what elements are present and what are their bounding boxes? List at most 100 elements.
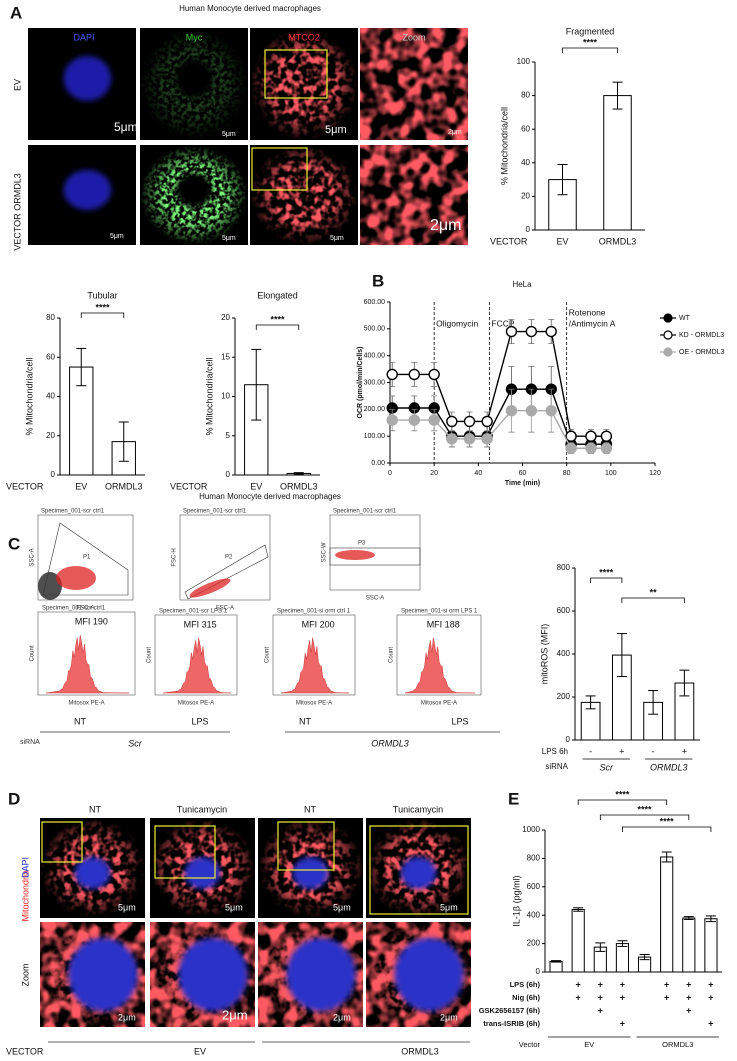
- significance-label: ****: [583, 37, 598, 47]
- y-tick-label: 200: [527, 939, 541, 948]
- bar: [571, 909, 585, 973]
- y-tick-label: 200: [557, 692, 571, 701]
- y-axis-label: OCR (pmol/min/Cells): [357, 347, 364, 419]
- condition-sign: +: [576, 979, 581, 989]
- row-label: GSK2656157 (6h): [479, 1006, 541, 1015]
- scale-bar-label: 5μm: [222, 131, 236, 138]
- y-tick-label: 40: [46, 392, 55, 401]
- annotation: Oligomycin: [436, 318, 478, 328]
- x-tick-label: -: [589, 746, 592, 756]
- stain: [250, 28, 358, 140]
- stain-texture: [360, 28, 468, 140]
- significance-bracket: [622, 826, 712, 832]
- stain-label: DAPI: [20, 857, 30, 878]
- mfi-label: MFI 188: [427, 619, 460, 629]
- micrograph-grid: [28, 28, 468, 245]
- axis-label: Count: [265, 647, 271, 663]
- marker: [545, 325, 557, 338]
- stain-label: Mitochondria: [20, 870, 30, 922]
- row-label: trans-ISRIB (6h): [483, 1019, 540, 1028]
- gate: [42, 522, 129, 596]
- x-tick-label: ORMDL3: [105, 481, 143, 491]
- plot-title: Specimen_001-scr ctrl1: [41, 509, 105, 515]
- condition-sign: +: [598, 979, 603, 989]
- condition-sign: +: [686, 979, 691, 989]
- significance-label: ****: [615, 789, 630, 799]
- plot-title: Specimen_001-scr ctrl1: [333, 509, 397, 515]
- y-tick-label: 500.00: [364, 326, 386, 333]
- y-tick-label: 0: [526, 225, 531, 234]
- y-tick-label: 800: [527, 854, 541, 863]
- y-tick-label: 80: [521, 91, 530, 100]
- axis-label: SSC-A: [366, 596, 384, 602]
- condition-sign: +: [576, 992, 581, 1002]
- significance-label: **: [650, 587, 658, 597]
- column-label: Tunicamycin: [393, 804, 443, 814]
- column-label: MTCO2: [288, 32, 320, 42]
- marker: [428, 368, 440, 381]
- plot-title: Specimen_001-si orm LPS 1: [401, 609, 478, 615]
- legend-marker: [663, 347, 673, 357]
- zoom-label: Zoom: [20, 963, 30, 986]
- significance-bracket: [255, 324, 300, 330]
- y-tick-label: 60: [521, 124, 530, 133]
- stain-texture: [360, 145, 468, 245]
- x-tick-label: ORMDL3: [280, 481, 318, 491]
- stain: [250, 145, 358, 245]
- condition-sign: +: [708, 979, 713, 989]
- significance-label: ****: [660, 816, 675, 826]
- row-label: EV: [12, 79, 22, 91]
- scale-bar-label: 5μm: [110, 233, 124, 240]
- panel-title: Human Monocyte derived macrophages: [179, 4, 321, 13]
- x-axis-label: Time (min): [505, 480, 540, 487]
- x-prefix-label: VECTOR: [170, 481, 208, 491]
- axis-label: Count: [147, 647, 153, 663]
- condition-sign: +: [664, 979, 669, 989]
- y-axis-label: % Mitochondria/cell: [24, 357, 34, 435]
- y-tick-label: 10: [221, 392, 230, 401]
- y-tick-label: 400.00: [364, 353, 386, 360]
- bar: [682, 917, 696, 973]
- y-tick-label: 0: [536, 967, 541, 976]
- annotation: Rotenone: [569, 307, 606, 317]
- axis-label: Mitosox PE-A: [68, 701, 104, 707]
- condition-sign: +: [598, 1005, 603, 1015]
- condition-sign: +: [620, 992, 625, 1002]
- histogram-shape: [404, 637, 476, 694]
- marker: [505, 404, 518, 417]
- nucleus: [400, 857, 437, 889]
- significance-label: ****: [95, 302, 110, 312]
- row-label: Nig (6h): [512, 993, 540, 1002]
- y-axis-label: mitoROS (MFI): [539, 624, 549, 685]
- marker: [505, 325, 518, 338]
- histogram-shape: [162, 637, 232, 694]
- axis-label: SSC-A: [30, 548, 36, 566]
- marker: [408, 368, 420, 381]
- column-label: Zoom: [402, 32, 425, 42]
- nucleus: [74, 857, 111, 889]
- mfi-label: MFI 200: [302, 619, 335, 629]
- row-label: LPS 6h: [542, 747, 568, 756]
- bar: [549, 960, 563, 973]
- axis-label: SSC-W: [322, 542, 328, 562]
- y-tick-label: 600.00: [364, 299, 386, 306]
- group-label: EV: [194, 1046, 206, 1056]
- zoom-box: [369, 825, 469, 915]
- marker: [585, 430, 597, 442]
- marker: [408, 414, 420, 426]
- scale-bar-label: 5μm: [325, 124, 347, 136]
- marker: [600, 430, 613, 442]
- chart-title: Fragmented: [566, 26, 615, 36]
- x-tick-label: 80: [563, 470, 571, 477]
- plot-title: Specimen_001-scr LPS 1: [159, 609, 228, 615]
- y-tick-label: 0.00: [371, 460, 385, 467]
- nucleus: [68, 937, 138, 1012]
- marker: [446, 433, 458, 445]
- zoom-box: [41, 821, 83, 863]
- x-prefix-label: VECTOR: [490, 236, 528, 246]
- row-label: siRNA: [545, 762, 568, 771]
- row-label: LPS (6h): [510, 980, 541, 989]
- y-tick-label: 20: [521, 192, 530, 201]
